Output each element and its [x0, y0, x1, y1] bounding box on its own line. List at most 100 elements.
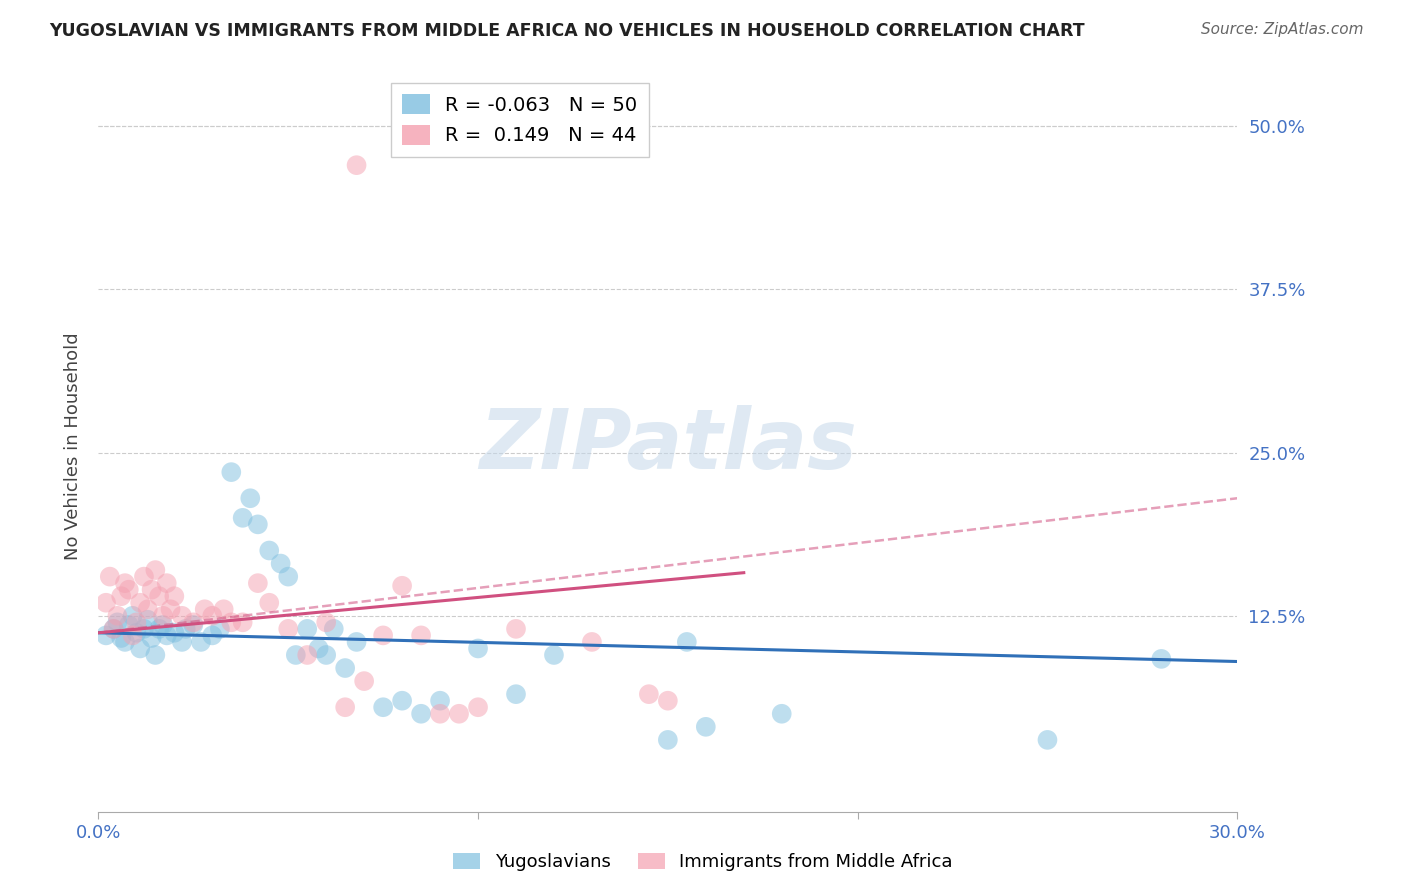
Point: [467, 700, 489, 714]
Point: [121, 628, 143, 642]
Point: [581, 635, 603, 649]
Point: [183, 618, 205, 632]
Point: [132, 622, 155, 636]
Point: [145, 563, 167, 577]
Point: [107, 608, 129, 623]
Point: [411, 706, 433, 721]
Point: [657, 732, 679, 747]
Point: [125, 625, 148, 640]
Point: [148, 622, 170, 636]
Point: [391, 579, 413, 593]
Point: [190, 635, 212, 649]
Point: [103, 622, 125, 636]
Point: [125, 615, 148, 630]
Y-axis label: No Vehicles in Household: No Vehicles in Household: [63, 332, 82, 560]
Point: [174, 622, 197, 636]
Point: [335, 700, 357, 714]
Point: [239, 491, 262, 506]
Point: [259, 596, 281, 610]
Point: [429, 706, 451, 721]
Point: [346, 158, 368, 172]
Point: [638, 687, 661, 701]
Point: [159, 602, 181, 616]
Point: [429, 694, 451, 708]
Point: [277, 622, 299, 636]
Point: [221, 615, 243, 630]
Point: [194, 602, 217, 616]
Point: [121, 608, 143, 623]
Point: [141, 631, 163, 645]
Point: [297, 622, 319, 636]
Point: [156, 628, 179, 642]
Point: [208, 622, 231, 636]
Point: [505, 622, 527, 636]
Point: [232, 615, 254, 630]
Point: [118, 618, 141, 632]
Point: [371, 700, 394, 714]
Point: [391, 694, 413, 708]
Point: [449, 706, 471, 721]
Text: ZIPatlas: ZIPatlas: [479, 406, 856, 486]
Point: [259, 543, 281, 558]
Point: [346, 635, 368, 649]
Point: [107, 615, 129, 630]
Point: [148, 589, 170, 603]
Point: [152, 608, 174, 623]
Point: [141, 582, 163, 597]
Point: [770, 706, 793, 721]
Point: [152, 618, 174, 632]
Point: [129, 596, 152, 610]
Legend: Yugoslavians, Immigrants from Middle Africa: Yugoslavians, Immigrants from Middle Afr…: [446, 846, 960, 879]
Point: [136, 602, 159, 616]
Point: [315, 648, 337, 662]
Point: [246, 576, 269, 591]
Point: [505, 687, 527, 701]
Point: [1036, 732, 1059, 747]
Point: [270, 557, 292, 571]
Point: [98, 569, 121, 583]
Point: [212, 602, 235, 616]
Point: [284, 648, 307, 662]
Point: [170, 608, 193, 623]
Point: [676, 635, 699, 649]
Point: [94, 596, 117, 610]
Point: [543, 648, 565, 662]
Point: [411, 628, 433, 642]
Point: [94, 628, 117, 642]
Text: YUGOSLAVIAN VS IMMIGRANTS FROM MIDDLE AFRICA NO VEHICLES IN HOUSEHOLD CORRELATIO: YUGOSLAVIAN VS IMMIGRANTS FROM MIDDLE AF…: [49, 22, 1085, 40]
Text: Source: ZipAtlas.com: Source: ZipAtlas.com: [1201, 22, 1364, 37]
Point: [118, 582, 141, 597]
Point: [232, 511, 254, 525]
Point: [170, 635, 193, 649]
Point: [129, 641, 152, 656]
Point: [114, 576, 136, 591]
Point: [114, 635, 136, 649]
Point: [335, 661, 357, 675]
Point: [201, 608, 224, 623]
Point: [353, 674, 375, 689]
Point: [297, 648, 319, 662]
Point: [163, 589, 186, 603]
Legend: R = -0.063   N = 50, R =  0.149   N = 44: R = -0.063 N = 50, R = 0.149 N = 44: [391, 83, 650, 157]
Point: [163, 625, 186, 640]
Point: [132, 569, 155, 583]
Point: [156, 576, 179, 591]
Point: [277, 569, 299, 583]
Point: [103, 622, 125, 636]
Point: [201, 628, 224, 642]
Point: [1150, 652, 1173, 666]
Point: [145, 648, 167, 662]
Point: [246, 517, 269, 532]
Point: [308, 641, 330, 656]
Point: [322, 622, 344, 636]
Point: [371, 628, 394, 642]
Point: [467, 641, 489, 656]
Point: [657, 694, 679, 708]
Point: [136, 613, 159, 627]
Point: [183, 615, 205, 630]
Point: [221, 465, 243, 479]
Point: [110, 631, 132, 645]
Point: [695, 720, 717, 734]
Point: [110, 589, 132, 603]
Point: [315, 615, 337, 630]
